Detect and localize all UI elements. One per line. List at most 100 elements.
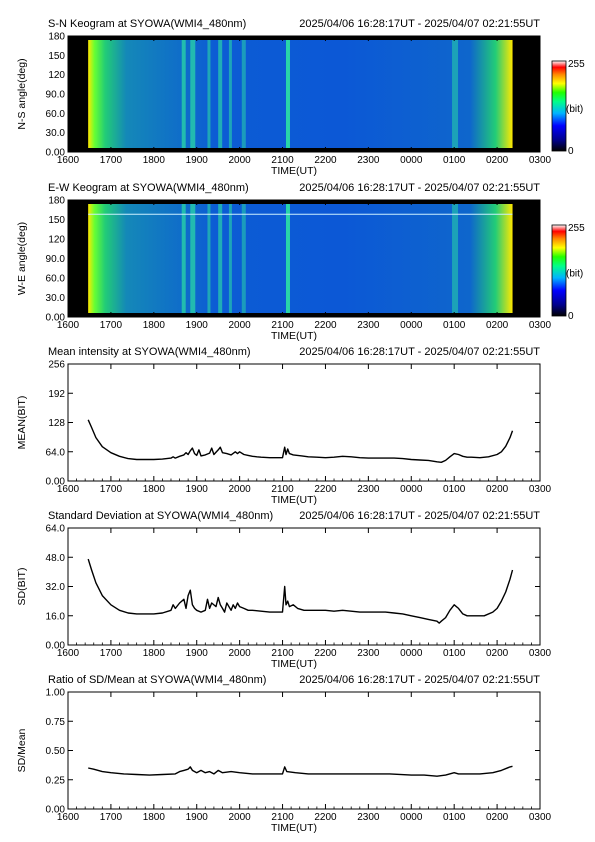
y-tick-label: 0.75: [46, 717, 66, 728]
y-tick-label: 0.50: [46, 746, 66, 757]
y-tick-label: 0.00: [46, 477, 66, 488]
chart-panel-3: Mean intensity at SYOWA(WMI4_480nm) 2025/…: [16, 346, 552, 506]
keogram-auroral-streak: [190, 204, 196, 313]
keogram-auroral-streak: [190, 40, 196, 148]
x-tick-label: 1800: [143, 812, 166, 823]
y-tick-label: 120: [48, 70, 65, 81]
x-tick-label: 2100: [271, 648, 294, 659]
keogram-auroral-streak: [181, 40, 186, 148]
x-tick-label: 0000: [400, 155, 423, 166]
x-tick-label: 0300: [529, 155, 552, 166]
x-tick-label: 2200: [314, 484, 337, 495]
x-tick-label: 1900: [186, 155, 209, 166]
x-tick-label: 0300: [529, 648, 552, 659]
x-tick-label: 2100: [271, 320, 294, 331]
x-tick-label: 0100: [443, 155, 466, 166]
x-axis-label: TIME(UT): [271, 494, 317, 506]
x-tick-label: 1800: [143, 648, 166, 659]
x-tick-label: 2300: [357, 484, 380, 495]
x-axis-label: TIME(UT): [271, 658, 317, 670]
x-tick-label: 2100: [271, 812, 294, 823]
y-tick-label: 64.0: [46, 524, 66, 535]
x-tick-label: 0300: [529, 320, 552, 331]
keogram-auroral-streak: [207, 204, 211, 313]
keogram-auroral-streak: [218, 204, 223, 313]
x-tick-label: 2000: [229, 155, 252, 166]
chart-title: Mean intensity at SYOWA(WMI4_480nm): [48, 346, 251, 358]
x-tick-label: 1700: [100, 320, 123, 331]
x-tick-label: 0000: [400, 320, 423, 331]
y-tick-label: 0.00: [46, 641, 66, 652]
keogram-intensity-field: [88, 40, 513, 148]
keogram-auroral-streak: [241, 40, 246, 148]
x-tick-label: 0200: [486, 320, 509, 331]
x-tick-label: 0200: [486, 648, 509, 659]
x-axis-label: TIME(UT): [271, 822, 317, 834]
y-axis-label: SD/Mean: [16, 728, 28, 772]
colorbar-max-label: 255: [568, 59, 585, 70]
keogram-auroral-streak: [452, 40, 459, 148]
x-tick-label: 0200: [486, 155, 509, 166]
series-line: [87, 558, 514, 624]
x-tick-label: 1700: [100, 484, 123, 495]
keogram-auroral-streak: [181, 204, 186, 313]
y-axis-label: MEAN(BIT): [16, 396, 28, 450]
x-tick-label: 1600: [57, 648, 80, 659]
chart-title: Standard Deviation at SYOWA(WMI4_480nm): [48, 510, 273, 522]
x-tick-label: 0200: [486, 484, 509, 495]
keogram-auroral-streak: [218, 40, 223, 148]
plot-frame: [67, 527, 541, 646]
colorbar-min-label: 0: [568, 146, 574, 157]
y-tick-label: 90.0: [46, 90, 66, 101]
x-tick-label: 1700: [100, 648, 123, 659]
x-tick-label: 1800: [143, 484, 166, 495]
x-tick-label: 0100: [443, 484, 466, 495]
plot-frame: [67, 363, 541, 482]
keogram-auroral-streak: [285, 204, 290, 313]
x-tick-label: 2200: [314, 155, 337, 166]
chart-panel-1: S-N Keogram at SYOWA(WMI4_480nm) 2025/04/…: [16, 18, 585, 177]
y-tick-label: 120: [48, 235, 65, 246]
colorbar-min-label: 0: [568, 311, 574, 322]
keogram-auroral-streak: [452, 204, 459, 313]
x-tick-label: 2200: [314, 648, 337, 659]
y-tick-label: 0.00: [46, 805, 66, 816]
x-tick-label: 1600: [57, 320, 80, 331]
x-tick-label: 0000: [400, 812, 423, 823]
x-tick-label: 0300: [529, 484, 552, 495]
y-tick-label: 150: [48, 51, 65, 62]
colorbar: [551, 224, 567, 317]
x-tick-label: 2300: [357, 648, 380, 659]
chart-subtitle: 2025/04/06 16:28:17UT - 2025/04/07 02:21…: [299, 18, 540, 30]
x-tick-label: 2100: [271, 484, 294, 495]
x-tick-label: 0200: [486, 812, 509, 823]
series-line: [87, 419, 514, 463]
x-tick-label: 1700: [100, 155, 123, 166]
x-tick-label: 1900: [186, 484, 209, 495]
y-tick-label: 150: [48, 215, 65, 226]
keogram-auroral-streak: [285, 40, 290, 148]
y-tick-label: 0.00: [46, 148, 66, 159]
y-tick-label: 60.0: [46, 109, 66, 120]
x-tick-label: 0300: [529, 812, 552, 823]
chart-title: Ratio of SD/Mean at SYOWA(WMI4_480nm): [48, 674, 266, 686]
y-tick-label: 0.25: [46, 775, 66, 786]
y-tick-label: 60.0: [46, 274, 66, 285]
chart-panel-5: Ratio of SD/Mean at SYOWA(WMI4_480nm) 202…: [16, 674, 552, 834]
chart-subtitle: 2025/04/06 16:28:17UT - 2025/04/07 02:21…: [299, 182, 540, 194]
x-tick-label: 1600: [57, 484, 80, 495]
x-tick-label: 1900: [186, 648, 209, 659]
x-tick-label: 1800: [143, 320, 166, 331]
chart-title: E-W Keogram at SYOWA(WMI4_480nm): [48, 182, 249, 194]
x-axis-label: TIME(UT): [271, 330, 317, 342]
x-tick-label: 0100: [443, 320, 466, 331]
y-tick-label: 128: [48, 418, 65, 429]
x-tick-label: 2000: [229, 812, 252, 823]
y-tick-label: 180: [48, 196, 65, 207]
x-tick-label: 2000: [229, 648, 252, 659]
y-tick-label: 1.00: [46, 688, 66, 699]
y-tick-label: 48.0: [46, 553, 66, 564]
x-tick-label: 2300: [357, 812, 380, 823]
chart-subtitle: 2025/04/06 16:28:17UT - 2025/04/07 02:21…: [299, 510, 540, 522]
